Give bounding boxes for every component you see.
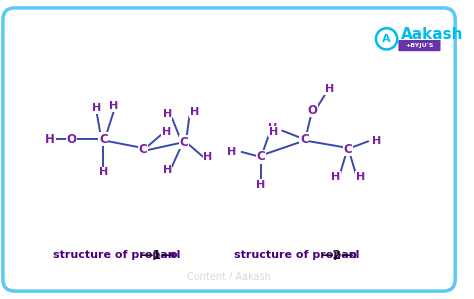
- Text: ol: ol: [169, 250, 181, 260]
- Text: O: O: [66, 133, 76, 146]
- Text: H: H: [162, 126, 171, 137]
- Text: H: H: [325, 84, 334, 94]
- Text: H: H: [372, 136, 382, 146]
- Text: Aakash: Aakash: [401, 28, 464, 42]
- Text: C: C: [256, 150, 265, 163]
- Text: H: H: [269, 126, 278, 137]
- Text: H: H: [228, 147, 237, 157]
- Text: ol: ol: [349, 250, 360, 260]
- Text: C: C: [139, 143, 147, 155]
- Text: structure of propan: structure of propan: [53, 250, 176, 260]
- Text: C: C: [300, 133, 309, 146]
- FancyBboxPatch shape: [398, 40, 440, 51]
- Text: H: H: [99, 167, 108, 177]
- Text: O: O: [307, 104, 317, 117]
- FancyBboxPatch shape: [3, 8, 455, 291]
- Text: +BYJU'S: +BYJU'S: [405, 43, 434, 48]
- Text: H: H: [163, 109, 172, 119]
- Text: Content / Aakash: Content / Aakash: [187, 271, 271, 282]
- Text: —1—: —1—: [141, 249, 174, 262]
- Text: H: H: [331, 172, 340, 182]
- Text: H: H: [92, 103, 101, 113]
- Text: H: H: [190, 107, 199, 117]
- Text: H: H: [203, 152, 212, 162]
- Text: H: H: [256, 180, 265, 190]
- Text: A: A: [383, 34, 391, 44]
- Text: H: H: [356, 172, 365, 182]
- Text: C: C: [344, 143, 352, 155]
- Text: H: H: [109, 101, 118, 112]
- Text: H: H: [268, 123, 277, 133]
- Text: structure of propan: structure of propan: [234, 250, 356, 260]
- Text: H: H: [46, 133, 55, 146]
- Text: —2—: —2—: [320, 249, 354, 262]
- Text: H: H: [163, 165, 172, 175]
- Text: C: C: [179, 136, 188, 149]
- Text: C: C: [99, 133, 108, 146]
